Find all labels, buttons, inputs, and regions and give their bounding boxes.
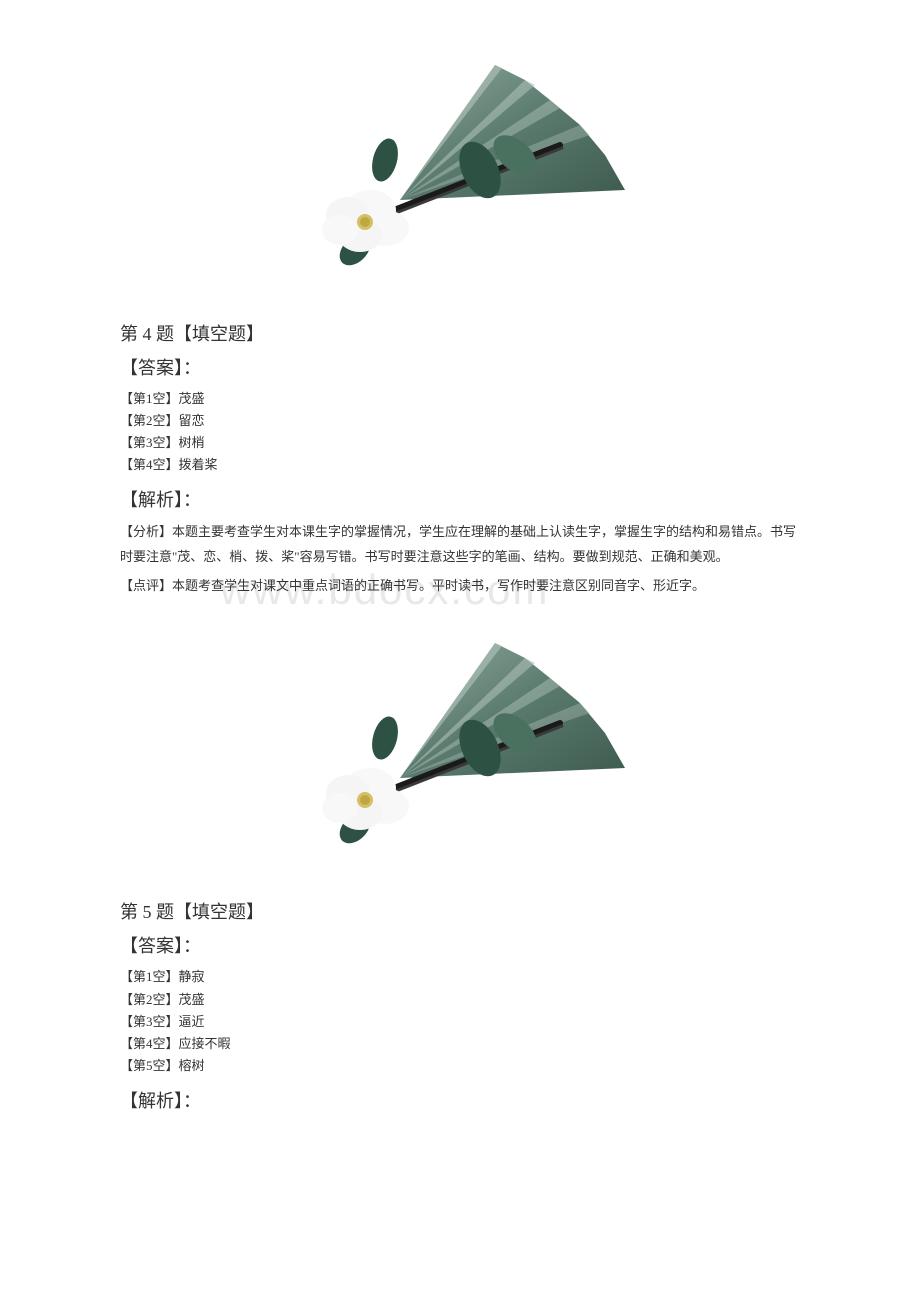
answer-label-5: 【答案】： [120,932,800,958]
question-5-title: 第 5 题【填空题】 [120,898,800,924]
analysis-line: 【分析】本题主要考查学生对本课生字的掌握情况，学生应在理解的基础上认读生字，掌握… [120,520,800,569]
answer-row: 【第4空】应接不暇 [120,1033,800,1055]
answer-row: 【第3空】逼近 [120,1011,800,1033]
answer-row: 【第1空】静寂 [120,966,800,988]
answer-list-4: 【第1空】茂盛 【第2空】留恋 【第3空】树梢 【第4空】拨着桨 [120,388,800,476]
analysis-line: 【点评】本题考查学生对课文中重点词语的正确书写。平时读书，写作时要注意区别同音字… [120,574,800,599]
question-4-title: 第 4 题【填空题】 [120,320,800,346]
decorative-fan-image-1 [0,50,920,270]
analysis-label-4: 【解析】： [120,486,800,512]
answer-row: 【第5空】榕树 [120,1055,800,1077]
decorative-fan-image-2 [0,628,920,848]
answer-row: 【第2空】茂盛 [120,989,800,1011]
answer-row: 【第4空】拨着桨 [120,454,800,476]
answer-label-4: 【答案】： [120,354,800,380]
answer-row: 【第2空】留恋 [120,410,800,432]
answer-row: 【第3空】树梢 [120,432,800,454]
analysis-label-5: 【解析】： [120,1087,800,1113]
answer-list-5: 【第1空】静寂 【第2空】茂盛 【第3空】逼近 【第4空】应接不暇 【第5空】榕… [120,966,800,1076]
answer-row: 【第1空】茂盛 [120,388,800,410]
